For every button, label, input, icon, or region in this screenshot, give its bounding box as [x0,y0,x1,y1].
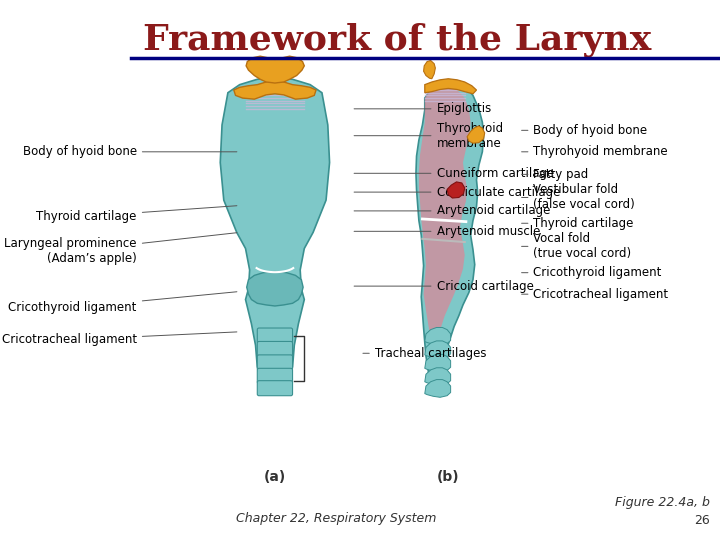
Text: (b): (b) [437,470,459,484]
Polygon shape [423,60,436,79]
Text: Arytenoid cartilage: Arytenoid cartilage [354,205,550,218]
Polygon shape [419,86,471,389]
Text: Fatty pad: Fatty pad [521,168,589,181]
FancyBboxPatch shape [257,368,292,383]
Text: Cricothyroid ligament: Cricothyroid ligament [9,292,237,314]
Polygon shape [220,78,330,391]
Polygon shape [425,354,451,372]
Text: Tracheal cartilages: Tracheal cartilages [363,347,486,360]
Polygon shape [425,341,451,359]
Polygon shape [416,81,484,389]
Text: Arytenoid muscle: Arytenoid muscle [354,225,540,238]
FancyBboxPatch shape [257,381,292,396]
Text: Cricoid cartilage: Cricoid cartilage [354,280,534,293]
Text: (a): (a) [264,470,286,484]
Text: Corniculate cartilage: Corniculate cartilage [354,186,560,199]
Polygon shape [234,79,316,99]
Text: Thyroid cartilage: Thyroid cartilage [521,217,634,230]
Text: Vestibular fold
(false vocal cord): Vestibular fold (false vocal cord) [521,184,635,212]
Text: Laryngeal prominence
(Adam’s apple): Laryngeal prominence (Adam’s apple) [4,233,237,265]
FancyBboxPatch shape [257,328,292,343]
Text: Cricotracheal ligament: Cricotracheal ligament [521,288,669,301]
Text: Vocal fold
(true vocal cord): Vocal fold (true vocal cord) [521,232,631,260]
Text: 26: 26 [694,514,710,527]
FancyBboxPatch shape [257,355,292,370]
Text: Epiglottis: Epiglottis [354,103,492,116]
Text: Thyrohyoid
membrane: Thyrohyoid membrane [354,122,503,150]
Text: Cuneiform cartilage: Cuneiform cartilage [354,167,554,180]
Text: Framework of the Larynx: Framework of the Larynx [143,23,651,57]
Text: Body of hyoid bone: Body of hyoid bone [521,124,647,137]
Text: Cricotracheal ligament: Cricotracheal ligament [1,332,237,346]
Polygon shape [425,368,451,386]
Text: Cricothyroid ligament: Cricothyroid ligament [521,266,662,279]
Text: Chapter 22, Respiratory System: Chapter 22, Respiratory System [236,512,437,525]
Text: Thyroid cartilage: Thyroid cartilage [37,206,237,223]
Text: Thyrohyoid membrane: Thyrohyoid membrane [521,145,668,158]
Polygon shape [467,126,485,143]
Text: Body of hyoid bone: Body of hyoid bone [23,145,237,158]
Polygon shape [425,380,451,397]
Text: Figure 22.4a, b: Figure 22.4a, b [615,496,710,509]
Polygon shape [425,327,451,345]
Polygon shape [447,182,464,198]
Polygon shape [246,56,305,83]
Polygon shape [425,79,477,94]
FancyBboxPatch shape [257,341,292,356]
Polygon shape [247,272,303,306]
